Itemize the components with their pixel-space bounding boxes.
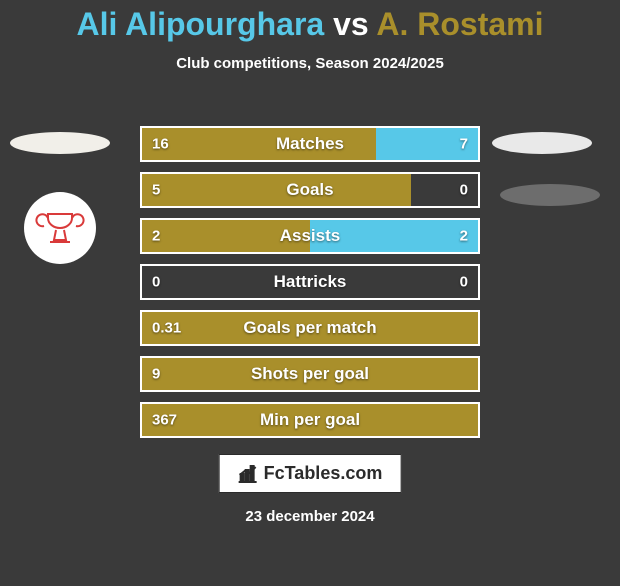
club-badge bbox=[24, 192, 96, 264]
stat-row: Assists22 bbox=[140, 218, 480, 254]
player1-name: Ali Alipourghara bbox=[76, 6, 324, 42]
comparison-title: Ali Alipourghara vs A. Rostami bbox=[0, 6, 620, 43]
bar-fill-left bbox=[142, 358, 478, 390]
stat-row: Goals per match0.31 bbox=[140, 310, 480, 346]
snapshot-date: 23 december 2024 bbox=[0, 508, 620, 525]
stat-row: Hattricks0 0 bbox=[140, 264, 480, 300]
stat-row: Matches167 bbox=[140, 126, 480, 162]
stats-bars: Matches167Goals50Assists22Hattricks00Goa… bbox=[140, 126, 480, 448]
stat-value-left: 0 bbox=[152, 274, 160, 291]
team-badge-placeholder-right-1 bbox=[492, 132, 592, 154]
bar-fill-left bbox=[142, 312, 478, 344]
watermark: FcTables.com bbox=[219, 454, 402, 493]
vs-text: vs bbox=[324, 6, 376, 42]
stat-row: Shots per goal9 bbox=[140, 356, 480, 392]
subtitle: Club competitions, Season 2024/2025 bbox=[0, 55, 620, 72]
stat-value-right: 0 bbox=[460, 274, 468, 291]
chart-icon bbox=[238, 465, 258, 483]
stat-row: Goals50 bbox=[140, 172, 480, 208]
bar-fill-left bbox=[142, 404, 478, 436]
stat-row: Min per goal367 bbox=[140, 402, 480, 438]
team-badge-placeholder-left-1 bbox=[10, 132, 110, 154]
bar-fill-left bbox=[142, 174, 411, 206]
player2-name: A. Rostami bbox=[376, 6, 543, 42]
bar-fill-left bbox=[142, 220, 310, 252]
bar-fill-right bbox=[310, 220, 478, 252]
trophy-icon bbox=[32, 200, 88, 256]
stat-label: Hattricks bbox=[142, 272, 478, 292]
bar-fill-left bbox=[142, 128, 376, 160]
bar-fill-right bbox=[376, 128, 478, 160]
team-badge-placeholder-right-2 bbox=[500, 184, 600, 206]
watermark-text: FcTables.com bbox=[264, 463, 383, 484]
stat-value-right: 0 bbox=[460, 182, 468, 199]
